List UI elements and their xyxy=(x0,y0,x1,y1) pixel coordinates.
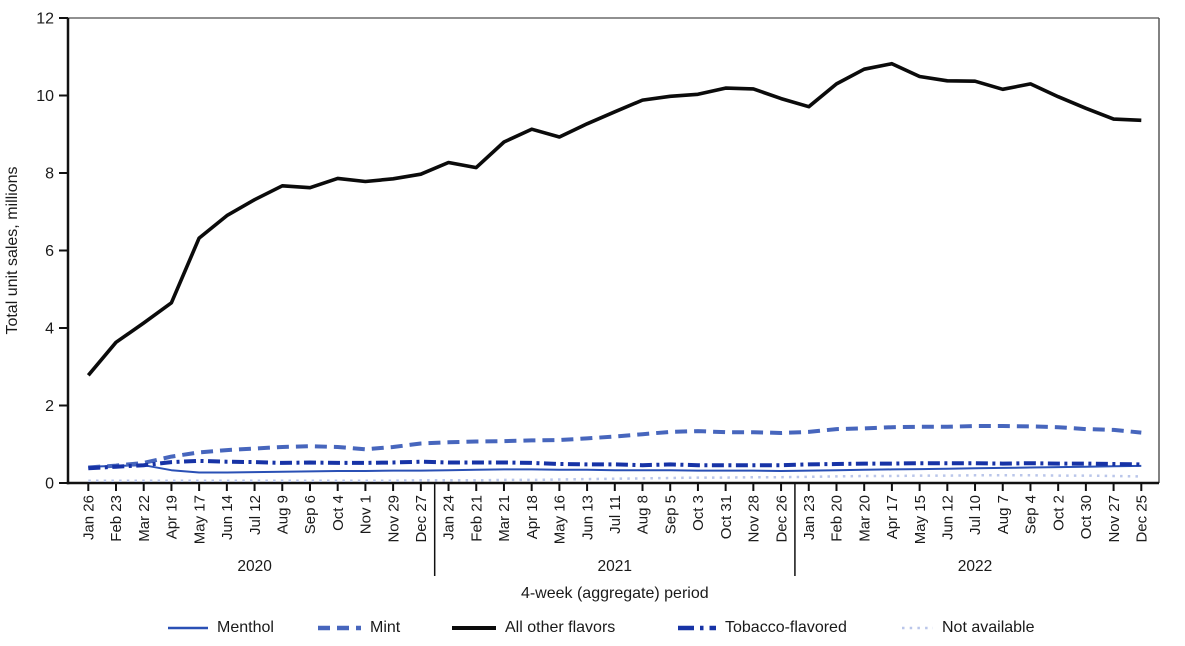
x-tick-label: Nov 28 xyxy=(746,495,763,543)
x-tick-label: Mar 21 xyxy=(496,495,513,542)
legend-label-tobacco-flavored: Tobacco-flavored xyxy=(725,619,847,636)
legend-item-menthol: Menthol xyxy=(168,615,274,641)
legend-swatch-menthol xyxy=(168,626,208,630)
x-tick-label: May 16 xyxy=(552,495,569,544)
y-axis: 0 2 4 6 8 10 12 xyxy=(36,11,68,493)
legend-label-mint: Mint xyxy=(370,619,401,636)
x-tick-label: Aug 8 xyxy=(635,495,652,534)
series-line-menthol xyxy=(88,464,1142,474)
x-tick-label: Jan 24 xyxy=(441,495,458,540)
x-tick-label: Aug 9 xyxy=(274,495,291,534)
x-tick-label: Oct 4 xyxy=(330,495,347,531)
y-tick-label: 6 xyxy=(45,243,54,260)
x-tick-label: Jul 11 xyxy=(607,495,624,534)
x-tick-label: Jan 26 xyxy=(81,495,98,540)
x-tick-label: Feb 23 xyxy=(108,495,125,542)
legend-label-menthol: Menthol xyxy=(217,619,274,636)
y-tick-label: 12 xyxy=(36,11,54,28)
x-tick-label: May 15 xyxy=(912,495,929,544)
x-tick-label: Mar 20 xyxy=(856,495,873,542)
year-label-2021: 2021 xyxy=(598,558,632,575)
x-tick-label: Apr 18 xyxy=(524,495,541,539)
legend-item-mint: Mint xyxy=(318,615,400,641)
y-tick-label: 0 xyxy=(45,476,54,493)
y-tick-label: 2 xyxy=(45,398,54,415)
x-axis: Jan 26 Feb 23 Mar 22 Apr 19 May 17 Jun 14 Jul … xyxy=(81,483,1151,544)
legend-label-not-available: Not available xyxy=(942,619,1035,636)
x-tick-label: May 17 xyxy=(191,495,208,544)
legend-swatch-all-other-flavors xyxy=(452,626,496,630)
y-tick-label: 8 xyxy=(45,166,54,183)
year-separators xyxy=(433,483,796,576)
legend-swatch-tobacco-flavored xyxy=(678,625,716,631)
legend-item-tobacco-flavored: Tobacco-flavored xyxy=(678,615,847,641)
x-tick-label: Feb 20 xyxy=(829,495,846,542)
x-tick-label: Nov 1 xyxy=(358,495,375,534)
x-tick-label: Jun 14 xyxy=(219,495,236,540)
legend-item-all-other-flavors: All other flavors xyxy=(452,615,615,641)
x-tick-label: Apr 17 xyxy=(884,495,901,539)
x-tick-label: Sep 5 xyxy=(662,495,679,534)
legend-swatch-mint xyxy=(318,625,361,631)
x-tick-label: Oct 30 xyxy=(1078,495,1095,539)
x-tick-label: Oct 31 xyxy=(718,495,735,539)
legend-item-not-available: Not available xyxy=(902,615,1035,641)
y-axis-title: Total unit sales, millions xyxy=(4,166,21,334)
x-axis-title: 4-week (aggregate) period xyxy=(521,585,709,602)
x-tick-label: Dec 26 xyxy=(773,495,790,543)
x-tick-label: Aug 7 xyxy=(995,495,1012,534)
y-tick-label: 10 xyxy=(36,88,54,105)
x-tick-label: Nov 27 xyxy=(1106,495,1123,543)
x-tick-label: Dec 27 xyxy=(413,495,430,543)
x-tick-label: Dec 25 xyxy=(1134,495,1151,543)
x-tick-label: Mar 22 xyxy=(136,495,153,542)
legend-label-all-other-flavors: All other flavors xyxy=(505,619,616,636)
year-label-2020: 2020 xyxy=(237,558,272,575)
series-line-mint xyxy=(88,424,1142,470)
x-tick-label: Sep 4 xyxy=(1023,495,1040,534)
y-tick-label: 4 xyxy=(45,321,54,338)
x-tick-label: Oct 2 xyxy=(1050,495,1067,531)
x-tick-label: Sep 6 xyxy=(302,495,319,534)
series-line-tobacco-flavored xyxy=(88,458,1142,471)
chart-svg: 0 2 4 6 8 10 12 Jan 26 Feb 23 Mar 22 Apr 19 May 17… xyxy=(4,11,1160,602)
series-line-not-available xyxy=(88,474,1142,482)
legend: Menthol Mint All other flavors Tobacco-flav… xyxy=(0,615,1185,645)
x-tick-label: Feb 21 xyxy=(468,495,485,542)
x-tick-label: Jun 13 xyxy=(579,495,596,540)
x-tick-label: Jan 23 xyxy=(801,495,818,540)
x-tick-label: Oct 3 xyxy=(690,495,707,531)
year-label-2022: 2022 xyxy=(958,558,992,575)
x-tick-label: Nov 29 xyxy=(385,495,402,543)
x-tick-label: Jul 10 xyxy=(967,495,984,535)
series-lines xyxy=(86,61,1142,482)
series-line-all-other-flavors xyxy=(86,61,1142,377)
x-tick-label: Jun 12 xyxy=(940,495,957,540)
legend-swatch-not-available xyxy=(902,626,933,630)
chart-area: 0 2 4 6 8 10 12 Jan 26 Feb 23 Mar 22 Apr 19 May 17… xyxy=(4,11,1160,602)
x-tick-label: Apr 19 xyxy=(164,495,181,539)
x-tick-label: Jul 12 xyxy=(247,495,264,535)
